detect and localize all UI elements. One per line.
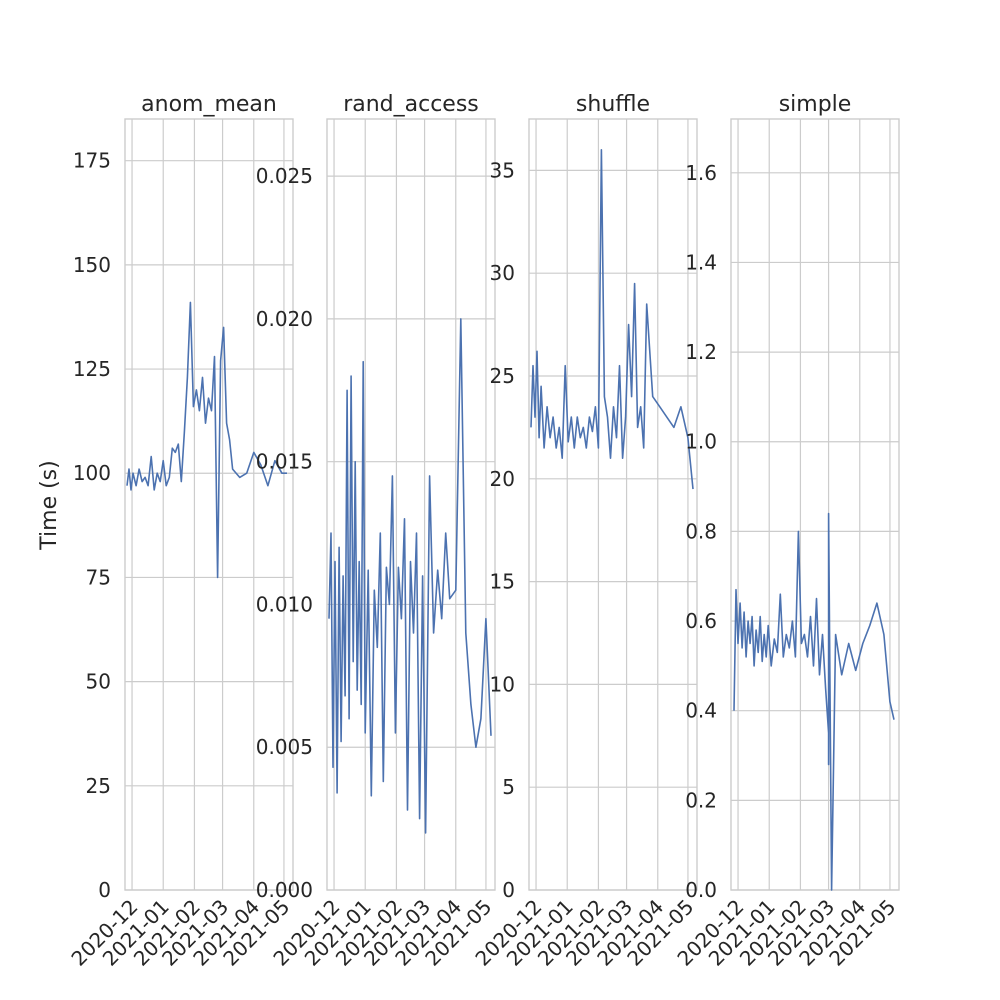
y-tick-label: 35 (490, 158, 515, 182)
y-tick-label: 0.025 (256, 164, 313, 188)
y-tick-label: 20 (490, 467, 515, 491)
y-tick-label: 1.2 (685, 340, 717, 364)
y-tick-label: 0 (98, 878, 111, 902)
panel-anom-mean: 02550751001251501752020-122021-012021-02… (66, 92, 294, 971)
y-tick-label: 0.000 (256, 878, 313, 902)
series-line (126, 301, 287, 579)
y-tick-label: 10 (490, 672, 515, 696)
y-tick-label: 0.6 (685, 609, 717, 633)
panel-title: simple (779, 92, 852, 117)
y-tick-label: 1.0 (685, 430, 717, 454)
y-axis-label: Time (s) (37, 460, 62, 550)
plot-frame (326, 118, 496, 891)
panel-title: shuffle (576, 92, 650, 117)
y-tick-label: 30 (490, 261, 515, 285)
y-tick-label: 0.0 (685, 878, 717, 902)
y-tick-label: 50 (86, 670, 111, 694)
y-tick-label: 75 (86, 565, 111, 589)
y-tick-label: 0.4 (685, 699, 717, 723)
y-tick-label: 0 (502, 878, 515, 902)
y-tick-label: 175 (73, 149, 111, 173)
y-tick-label: 5 (502, 775, 515, 799)
plot-frame (124, 118, 294, 891)
y-tick-label: 0.015 (256, 450, 313, 474)
y-tick-label: 0.005 (256, 735, 313, 759)
panel-title: rand_access (343, 92, 479, 117)
y-tick-label: 25 (490, 364, 515, 388)
panel-shuffle: 051015202530352020-122021-012021-022021-… (470, 92, 698, 971)
y-tick-label: 0.8 (685, 519, 717, 543)
y-tick-label: 1.4 (685, 250, 717, 274)
series-line (530, 149, 694, 490)
y-tick-label: 15 (490, 570, 515, 594)
plot-frame (528, 118, 698, 891)
plot-frame (730, 118, 900, 891)
y-tick-label: 125 (73, 357, 111, 381)
y-tick-label: 1.6 (685, 161, 717, 185)
panel-simple: 0.00.20.40.60.81.01.21.41.62020-122021-0… (672, 92, 900, 971)
series-line (733, 512, 895, 891)
y-tick-label: 0.020 (256, 307, 313, 331)
panel-title: anom_mean (141, 92, 277, 117)
series-line (328, 318, 492, 834)
y-tick-label: 25 (86, 774, 111, 798)
y-tick-label: 100 (73, 461, 111, 485)
y-tick-label: 0.2 (685, 788, 717, 812)
panel-rand-access: 0.0000.0050.0100.0150.0200.0252020-12202… (256, 92, 497, 971)
y-tick-label: 0.010 (256, 592, 313, 616)
y-tick-label: 150 (73, 253, 111, 277)
